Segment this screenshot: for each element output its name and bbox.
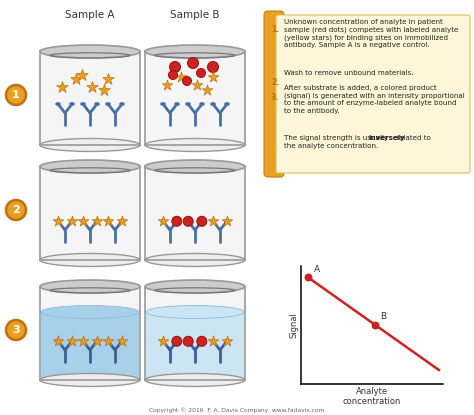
Point bbox=[80, 218, 87, 225]
Point bbox=[203, 87, 211, 93]
Circle shape bbox=[183, 336, 193, 346]
Point bbox=[68, 218, 75, 225]
Point bbox=[163, 82, 171, 88]
Ellipse shape bbox=[40, 254, 140, 266]
Point bbox=[118, 218, 126, 225]
Bar bbox=[145, 51, 245, 145]
Bar bbox=[41, 312, 139, 380]
Y-axis label: Signal: Signal bbox=[289, 312, 298, 338]
Text: Wash to remove unbound materials.: Wash to remove unbound materials. bbox=[284, 70, 413, 76]
X-axis label: Analyte
concentration: Analyte concentration bbox=[343, 387, 401, 406]
Point bbox=[209, 74, 217, 81]
Point bbox=[210, 218, 217, 225]
FancyBboxPatch shape bbox=[264, 11, 284, 177]
Ellipse shape bbox=[146, 305, 244, 318]
Point bbox=[68, 338, 75, 344]
Point bbox=[371, 321, 379, 328]
Circle shape bbox=[197, 68, 206, 78]
Point bbox=[55, 338, 62, 344]
Text: A: A bbox=[314, 265, 320, 274]
Point bbox=[104, 338, 112, 344]
Point bbox=[159, 338, 167, 344]
Text: the analyte concentration.: the analyte concentration. bbox=[284, 143, 378, 149]
Point bbox=[223, 338, 230, 344]
Circle shape bbox=[172, 336, 182, 346]
Ellipse shape bbox=[145, 280, 245, 293]
Text: After substrate is added, a colored product
(signal) is generated with an intens: After substrate is added, a colored prod… bbox=[284, 85, 465, 114]
Text: inversely: inversely bbox=[368, 135, 405, 141]
Text: Sample A: Sample A bbox=[65, 10, 115, 20]
Text: 2.: 2. bbox=[271, 78, 279, 87]
Circle shape bbox=[208, 61, 219, 73]
Point bbox=[193, 82, 201, 88]
Point bbox=[304, 274, 312, 281]
Ellipse shape bbox=[40, 139, 140, 151]
Circle shape bbox=[168, 71, 177, 80]
Bar bbox=[40, 51, 140, 145]
Point bbox=[223, 218, 230, 225]
Text: Unknown concentration of analyte in patient
sample (red dots) competes with labe: Unknown concentration of analyte in pati… bbox=[284, 19, 458, 49]
Ellipse shape bbox=[145, 254, 245, 266]
Text: 1.: 1. bbox=[271, 25, 279, 34]
Bar bbox=[40, 166, 140, 260]
Text: related to: related to bbox=[394, 135, 431, 141]
Circle shape bbox=[172, 216, 182, 226]
Point bbox=[93, 338, 100, 344]
Bar bbox=[40, 286, 140, 380]
Ellipse shape bbox=[145, 45, 245, 58]
Ellipse shape bbox=[145, 160, 245, 173]
FancyBboxPatch shape bbox=[276, 15, 470, 173]
Point bbox=[118, 338, 126, 344]
Ellipse shape bbox=[145, 374, 245, 386]
Bar bbox=[146, 312, 244, 380]
Text: 3.: 3. bbox=[271, 93, 279, 102]
Ellipse shape bbox=[40, 160, 140, 173]
Circle shape bbox=[6, 85, 26, 105]
Point bbox=[55, 218, 62, 225]
Point bbox=[210, 338, 217, 344]
Text: 3: 3 bbox=[12, 325, 20, 335]
Text: 1: 1 bbox=[12, 90, 20, 100]
Ellipse shape bbox=[41, 305, 139, 318]
Point bbox=[72, 76, 80, 82]
Point bbox=[58, 84, 66, 90]
Point bbox=[88, 84, 96, 90]
Circle shape bbox=[197, 336, 207, 346]
Point bbox=[93, 218, 100, 225]
Circle shape bbox=[6, 200, 26, 220]
Text: B: B bbox=[381, 312, 387, 321]
Ellipse shape bbox=[40, 45, 140, 58]
Circle shape bbox=[197, 216, 207, 226]
Text: The signal strength is usually: The signal strength is usually bbox=[284, 135, 391, 141]
Point bbox=[159, 218, 167, 225]
Text: Copyright © 2016  F. A. Davis Company  www.fadavis.com: Copyright © 2016 F. A. Davis Company www… bbox=[149, 407, 325, 413]
Ellipse shape bbox=[40, 280, 140, 293]
Circle shape bbox=[182, 76, 191, 85]
Point bbox=[78, 72, 86, 78]
Point bbox=[100, 87, 108, 93]
Ellipse shape bbox=[40, 374, 140, 386]
Circle shape bbox=[188, 58, 199, 68]
Point bbox=[104, 218, 112, 225]
Circle shape bbox=[183, 216, 193, 226]
Point bbox=[177, 74, 185, 81]
Bar bbox=[145, 166, 245, 260]
Point bbox=[80, 338, 87, 344]
Ellipse shape bbox=[145, 139, 245, 151]
Point bbox=[104, 76, 112, 82]
Text: 2: 2 bbox=[12, 205, 20, 215]
Bar bbox=[145, 286, 245, 380]
Circle shape bbox=[6, 320, 26, 340]
Text: Sample B: Sample B bbox=[170, 10, 220, 20]
Circle shape bbox=[170, 61, 181, 73]
